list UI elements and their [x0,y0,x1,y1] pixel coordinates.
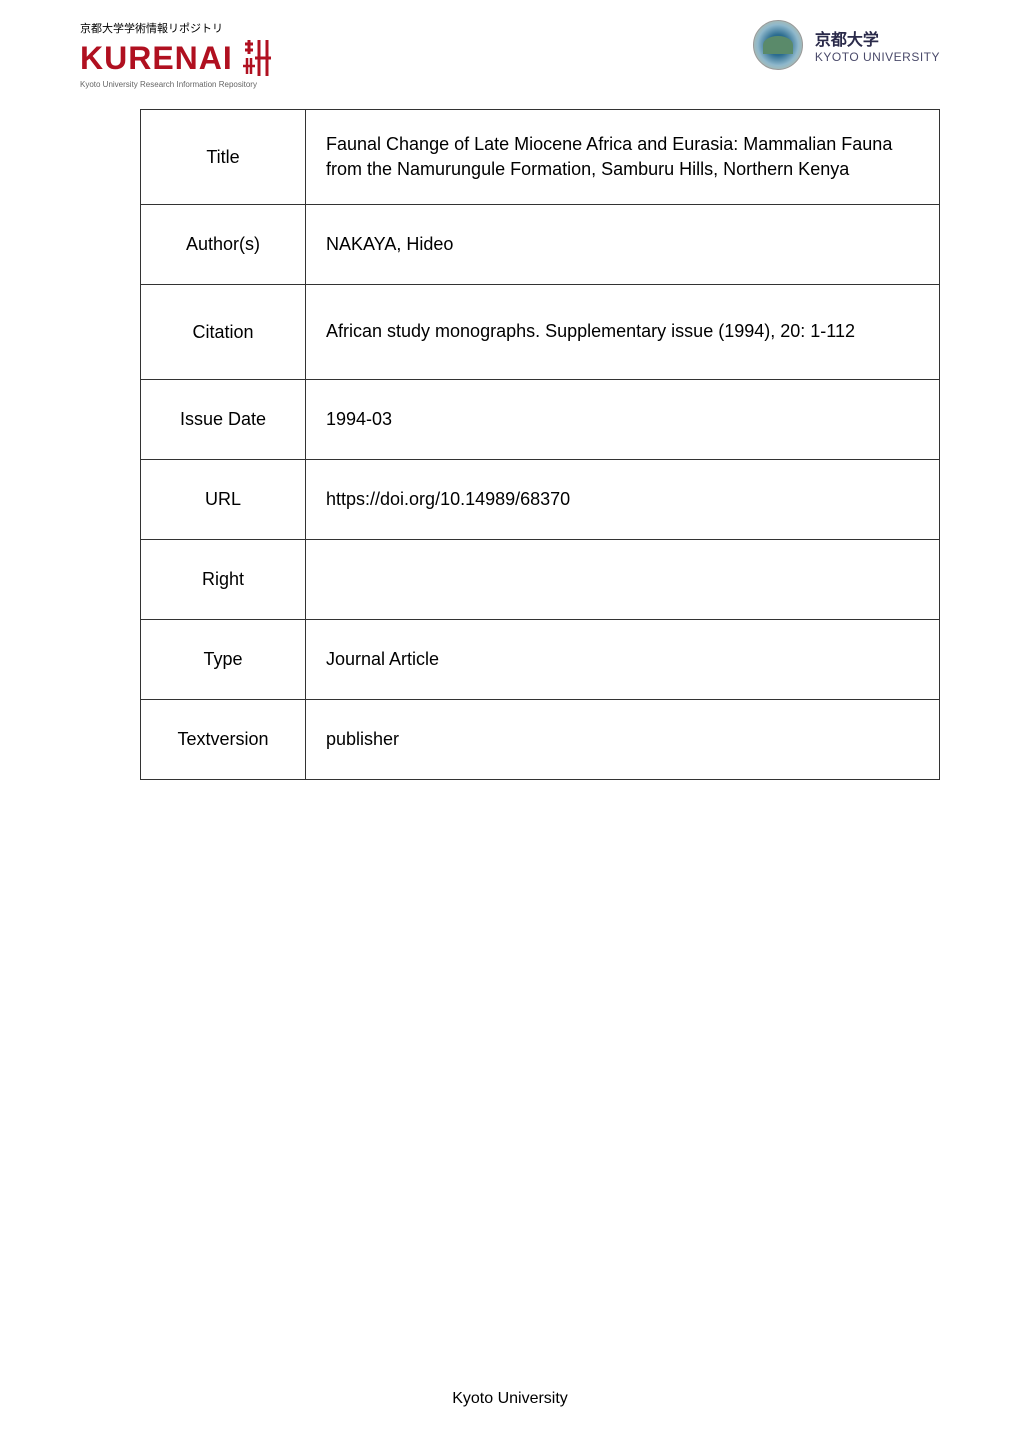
table-row: Title Faunal Change of Late Miocene Afri… [141,110,940,205]
university-name-jp: 京都大学 [815,26,940,50]
page-header: 京都大学学術情報リポジトリ KURENAI Kyoto University R… [0,0,1020,99]
metadata-value: https://doi.org/10.14989/68370 [306,460,940,540]
kurenai-logo: 京都大学学術情報リポジトリ KURENAI Kyoto University R… [80,20,273,89]
table-row: Type Journal Article [141,620,940,700]
metadata-value: Faunal Change of Late Miocene Africa and… [306,110,940,205]
metadata-label: URL [141,460,306,540]
table-row: Right [141,540,940,620]
metadata-label: Type [141,620,306,700]
metadata-value [306,540,940,620]
page-footer: Kyoto University [0,1390,1020,1408]
metadata-table: Title Faunal Change of Late Miocene Afri… [140,109,940,780]
metadata-value: NAKAYA, Hideo [306,205,940,285]
metadata-label: Textversion [141,700,306,780]
metadata-label: Title [141,110,306,205]
kurenai-row: KURENAI [80,38,273,78]
university-logo: 京都大学 KYOTO UNIVERSITY [753,20,940,70]
table-row: Citation African study monographs. Suppl… [141,285,940,380]
kurenai-kanji-icon [241,38,273,78]
metadata-label: Author(s) [141,205,306,285]
metadata-value: African study monographs. Supplementary … [306,285,940,380]
kurenai-wordmark: KURENAI [80,42,233,74]
university-seal-icon [753,20,803,70]
table-row: URL https://doi.org/10.14989/68370 [141,460,940,540]
metadata-value: Journal Article [306,620,940,700]
table-row: Textversion publisher [141,700,940,780]
table-row: Issue Date 1994-03 [141,380,940,460]
logo-jp-text: 京都大学学術情報リポジトリ [80,20,223,36]
metadata-label: Issue Date [141,380,306,460]
university-name-en: KYOTO UNIVERSITY [815,50,940,64]
metadata-label: Citation [141,285,306,380]
metadata-tbody: Title Faunal Change of Late Miocene Afri… [141,110,940,780]
university-text: 京都大学 KYOTO UNIVERSITY [815,26,940,64]
metadata-label: Right [141,540,306,620]
metadata-value: 1994-03 [306,380,940,460]
metadata-value: publisher [306,700,940,780]
table-row: Author(s) NAKAYA, Hideo [141,205,940,285]
logo-tagline: Kyoto University Research Information Re… [80,80,257,89]
